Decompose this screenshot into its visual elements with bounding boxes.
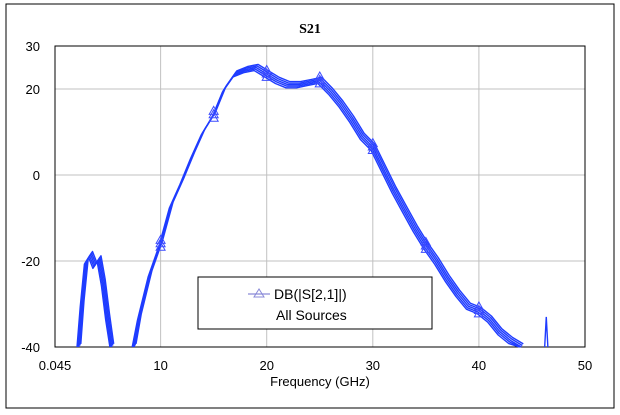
data-point-marker <box>420 243 432 253</box>
data-point-marker <box>420 239 432 250</box>
series-trace <box>79 252 114 346</box>
data-point-marker <box>367 141 379 151</box>
y-tick-label: -40 <box>21 340 40 355</box>
x-tick-label: 20 <box>259 358 273 373</box>
data-point-marker <box>367 144 379 154</box>
outer-frame <box>5 3 615 409</box>
series-group <box>76 63 549 348</box>
data-point-marker <box>314 77 326 88</box>
legend: DB(|S[2,1]|) All Sources <box>197 276 433 330</box>
data-point-marker <box>155 241 166 251</box>
data-point-marker <box>367 137 379 148</box>
legend-series-label: DB(|S[2,1]|) <box>274 286 347 302</box>
series-trace <box>80 250 115 344</box>
x-tick-label: 30 <box>366 358 380 373</box>
x-tick-label: 40 <box>472 358 486 373</box>
series-trace <box>76 256 111 348</box>
data-point-marker <box>420 236 432 247</box>
x-axis-label: Frequency (GHz) <box>270 374 370 389</box>
series-spike <box>543 316 549 348</box>
series-trace <box>135 63 524 345</box>
x-tick-label: 50 <box>578 358 592 373</box>
x-tick-labels: 0.045 10 20 30 40 50 <box>39 358 593 373</box>
data-point-marker <box>208 112 220 122</box>
data-point-marker <box>261 67 273 78</box>
y-tick-labels: 30 20 0 -20 -40 <box>21 39 40 355</box>
x-tick-label: 0.045 <box>39 358 72 373</box>
y-tick-label: -20 <box>21 254 40 269</box>
data-point-marker <box>261 71 273 81</box>
x-tick-label: 10 <box>153 358 167 373</box>
data-point-marker <box>261 64 273 75</box>
data-point-marker <box>314 74 326 84</box>
data-point-marker <box>155 234 166 244</box>
data-point-marker <box>208 108 220 119</box>
data-point-marker <box>208 105 220 115</box>
y-tick-label: 20 <box>26 82 40 97</box>
y-tick-label: 0 <box>33 168 40 183</box>
y-tick-label: 30 <box>26 39 40 54</box>
data-point-marker <box>473 307 485 318</box>
series-trace <box>78 253 113 348</box>
series-trace <box>77 255 112 348</box>
chart-title: S21 <box>299 22 321 37</box>
plot-area-border <box>54 45 586 348</box>
data-point-marker <box>473 300 485 311</box>
data-point-marker <box>155 237 166 248</box>
legend-marker <box>253 288 265 298</box>
data-point-marker <box>314 70 326 81</box>
legend-box <box>197 276 433 330</box>
legend-sources-label: All Sources <box>276 307 347 323</box>
data-point-marker <box>473 304 485 314</box>
